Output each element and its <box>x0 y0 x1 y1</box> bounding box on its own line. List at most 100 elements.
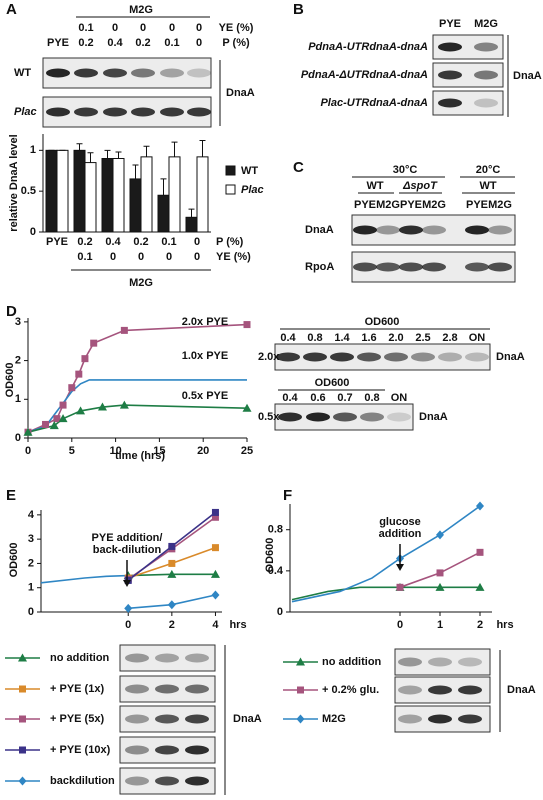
x-tick-label: 4 <box>212 619 219 631</box>
x-tick-label: 10 <box>109 445 121 457</box>
y-tick-label: 0.4 <box>268 565 284 577</box>
od-label: ON <box>391 392 408 404</box>
blot-band <box>422 262 446 272</box>
od-label: 1.4 <box>334 332 350 344</box>
legend-label: M2G <box>322 713 346 725</box>
marker <box>59 401 67 409</box>
x-tick-label: 20 <box>197 445 209 457</box>
x-tick-label: 0 <box>138 251 144 263</box>
series-label: 1.0x PYE <box>182 350 228 362</box>
condition-label: 0 <box>140 22 146 34</box>
marker <box>476 501 484 511</box>
blot-band <box>422 225 446 235</box>
marker <box>168 542 176 550</box>
panel-letter: B <box>293 1 304 18</box>
column-label: PYE <box>354 199 376 211</box>
error-bar <box>188 208 195 218</box>
y-tick-label: 0.5 <box>21 185 36 197</box>
y-tick-label: 0 <box>28 606 34 618</box>
series-label: 0.5x PYE <box>182 390 228 402</box>
marker <box>168 559 176 567</box>
y-tick-label: 0 <box>15 432 21 444</box>
legend-label: no addition <box>50 652 110 664</box>
y-tick-label: 0 <box>30 226 36 238</box>
row-label: WT <box>14 67 31 79</box>
blot-band <box>376 262 400 272</box>
bar <box>196 156 209 233</box>
annotation: back-dilution <box>93 544 162 556</box>
blot-band <box>155 776 179 786</box>
blot-band <box>46 107 70 117</box>
legend-marker <box>19 685 26 693</box>
marker <box>211 590 220 600</box>
panel-letter: F <box>283 487 292 504</box>
bar <box>101 158 114 233</box>
legend-marker <box>18 653 27 662</box>
row-label: RpoA <box>305 261 334 273</box>
column-label: PYE <box>439 18 461 30</box>
blot-band <box>474 98 498 108</box>
row-label: PdnaA-UTRdnaA-dnaA <box>308 41 428 53</box>
temp-label: 20°C <box>476 164 501 176</box>
marker <box>211 544 219 552</box>
legend-label: WT <box>241 165 258 177</box>
od-label: 2.5 <box>415 332 430 344</box>
blot-band <box>387 412 411 422</box>
blot-band <box>155 745 179 755</box>
blot-band <box>438 352 462 362</box>
blot-band <box>474 70 498 80</box>
condition-label: PYE <box>47 37 69 49</box>
error-bar <box>199 140 206 157</box>
blot-band <box>465 352 489 362</box>
od-label: 1.6 <box>361 332 376 344</box>
annotation: addition <box>379 528 422 540</box>
blot-band <box>458 714 482 724</box>
condition-label: 0.4 <box>107 37 123 49</box>
bar <box>112 158 125 233</box>
blot-band <box>465 262 489 272</box>
marker <box>210 569 220 578</box>
blot-band <box>438 98 462 108</box>
marker <box>68 384 76 392</box>
marker <box>53 415 61 423</box>
legend-swatch <box>225 184 236 195</box>
blot-band <box>360 412 384 422</box>
temp-label: 30°C <box>393 164 418 176</box>
blot-band <box>187 107 211 117</box>
blot-band <box>46 68 70 78</box>
marker <box>435 582 445 591</box>
y-axis-label: OD600 <box>8 543 20 578</box>
row-label: 2.0x <box>258 351 280 363</box>
blot-band <box>357 352 381 362</box>
blot-band <box>398 685 422 695</box>
legend-label: + PYE (1x) <box>50 683 104 695</box>
bar <box>185 216 198 233</box>
y-tick-label: 2 <box>15 354 21 366</box>
marker <box>124 603 133 613</box>
error-bar <box>104 149 111 159</box>
legend-marker <box>19 746 26 754</box>
y-tick-label: 2 <box>28 557 34 569</box>
condition-label: 0.1 <box>78 22 93 34</box>
y-tick-label: 1 <box>30 144 36 156</box>
arrow-head <box>396 564 404 571</box>
blot-band <box>376 225 400 235</box>
x-tick-label: 0 <box>397 619 403 631</box>
strain-label: WT <box>479 180 496 192</box>
legend-label: + PYE (5x) <box>50 713 104 725</box>
condition-label: 0.2 <box>135 37 150 49</box>
group-label: M2G <box>129 277 153 289</box>
annotation: PYE addition/ <box>92 532 163 544</box>
blot-band <box>155 684 179 694</box>
y-axis-label: relative DnaA level <box>8 134 20 231</box>
marker <box>436 569 444 577</box>
x-axis-label: hrs <box>229 619 246 631</box>
blot-header: OD600 <box>315 377 350 389</box>
protein-label: DnaA <box>233 713 262 725</box>
legend-marker <box>19 715 26 723</box>
blot-band <box>488 262 512 272</box>
marker <box>243 321 251 329</box>
blot-band <box>353 225 377 235</box>
marker <box>167 600 176 610</box>
marker <box>211 513 219 521</box>
